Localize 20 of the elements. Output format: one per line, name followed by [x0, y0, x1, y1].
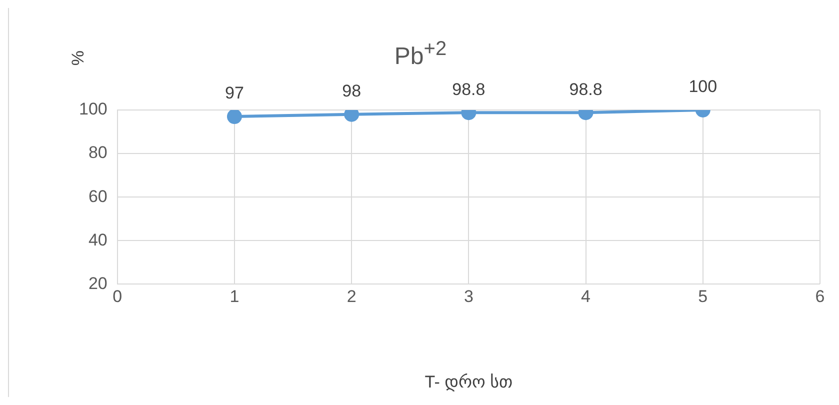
y-tick-label: 60 — [88, 186, 108, 206]
data-label: 98.8 — [452, 80, 486, 99]
y-tick-label: 80 — [88, 143, 108, 162]
data-label: 100 — [688, 77, 718, 96]
y-tick-label: 100 — [78, 100, 108, 119]
x-tick-label: 6 — [815, 287, 825, 306]
data-label: 98.8 — [569, 80, 602, 99]
chart-title: Pb$^{+2}$ — [394, 38, 447, 70]
x-tick-label: 0 — [112, 287, 122, 306]
x-tick-label: 2 — [346, 287, 356, 306]
y-axis-title: % — [68, 50, 89, 66]
x-tick-label: 1 — [230, 287, 240, 306]
data-label: 98 — [342, 82, 362, 101]
y-tick-label: 20 — [88, 274, 108, 293]
y-tick-label: 40 — [88, 230, 108, 250]
x-tick-label: 4 — [581, 287, 591, 306]
x-tick-label: 3 — [464, 287, 474, 306]
x-axis-title: T- დრო სთ — [424, 372, 513, 392]
data-label: 97 — [225, 84, 244, 103]
x-tick-label: 5 — [698, 287, 708, 306]
